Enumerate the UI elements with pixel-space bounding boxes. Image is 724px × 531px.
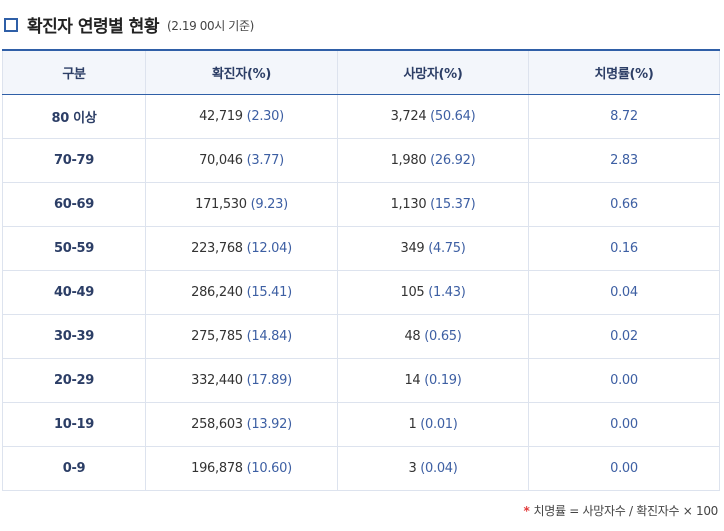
row-fatality-rate: 0.16 bbox=[528, 225, 720, 271]
row-deaths: 1,980 (26.92) bbox=[337, 137, 529, 183]
row-confirmed: 258,603 (13.92) bbox=[145, 401, 338, 447]
deaths-count: 3 bbox=[408, 460, 417, 476]
row-deaths: 3 (0.04) bbox=[337, 445, 529, 491]
deaths-count: 1 bbox=[408, 416, 417, 432]
row-confirmed: 223,768 (12.04) bbox=[145, 225, 338, 271]
table-row: 20-29 332,440 (17.89) 14 (0.19) 0.00 bbox=[2, 357, 720, 403]
row-age-group: 40-49 bbox=[2, 269, 146, 315]
confirmed-count: 196,878 bbox=[191, 460, 243, 476]
deaths-percent: (0.65) bbox=[424, 328, 462, 344]
row-confirmed: 332,440 (17.89) bbox=[145, 357, 338, 403]
row-deaths: 1,130 (15.37) bbox=[337, 181, 529, 227]
confirmed-percent: (2.30) bbox=[246, 108, 285, 124]
row-confirmed: 70,046 (3.77) bbox=[145, 137, 338, 183]
footnote-marker: * bbox=[523, 504, 530, 518]
row-age-group: 20-29 bbox=[2, 357, 146, 403]
row-confirmed: 275,785 (14.84) bbox=[145, 313, 338, 359]
deaths-percent: (15.37) bbox=[430, 196, 476, 212]
confirmed-count: 70,046 bbox=[199, 152, 243, 168]
row-age-group: 60-69 bbox=[2, 181, 146, 227]
confirmed-count: 286,240 bbox=[191, 284, 243, 300]
row-fatality-rate: 0.04 bbox=[528, 269, 720, 315]
row-fatality-rate: 0.00 bbox=[528, 445, 720, 491]
deaths-percent: (0.19) bbox=[424, 372, 462, 388]
confirmed-percent: (13.92) bbox=[246, 416, 293, 432]
table-header: 구분 확진자(%) 사망자(%) 치명률(%) bbox=[2, 49, 720, 95]
confirmed-percent: (14.84) bbox=[246, 328, 293, 344]
table-header-row: 구분 확진자(%) 사망자(%) 치명률(%) bbox=[2, 49, 720, 95]
deaths-percent: (4.75) bbox=[428, 240, 466, 256]
confirmed-count: 42,719 bbox=[199, 108, 243, 124]
column-header-fatality: 치명률(%) bbox=[528, 49, 720, 95]
row-fatality-rate: 0.66 bbox=[528, 181, 720, 227]
row-age-group: 70-79 bbox=[2, 137, 146, 183]
row-age-group: 80 이상 bbox=[2, 93, 146, 139]
row-deaths: 48 (0.65) bbox=[337, 313, 529, 359]
deaths-percent: (50.64) bbox=[430, 108, 476, 124]
confirmed-percent: (17.89) bbox=[246, 372, 293, 388]
section-header: 확진자 연령별 현황 (2.19 00시 기준) bbox=[4, 10, 254, 38]
deaths-percent: (0.04) bbox=[420, 460, 458, 476]
page-title: 확진자 연령별 현황 bbox=[27, 16, 159, 37]
row-deaths: 1 (0.01) bbox=[337, 401, 529, 447]
deaths-count: 1,980 bbox=[390, 152, 427, 168]
table-body: 80 이상 42,719 (2.30) 3,724 (50.64) 8.72 70-79… bbox=[2, 93, 720, 491]
confirmed-percent: (10.60) bbox=[246, 460, 293, 476]
age-stats-table-container: 구분 확진자(%) 사망자(%) 치명률(%) 80 이상 42,719 (2.3… bbox=[2, 49, 720, 491]
confirmed-percent: (15.41) bbox=[246, 284, 293, 300]
table-row: 80 이상 42,719 (2.30) 3,724 (50.64) 8.72 bbox=[2, 93, 720, 139]
row-confirmed: 42,719 (2.30) bbox=[145, 93, 338, 139]
page-subtitle: (2.19 00시 기준) bbox=[166, 18, 254, 33]
row-confirmed: 196,878 (10.60) bbox=[145, 445, 338, 491]
column-header-confirmed: 확진자(%) bbox=[145, 49, 338, 95]
row-fatality-rate: 2.83 bbox=[528, 137, 720, 183]
confirmed-count: 171,530 bbox=[195, 196, 247, 212]
confirmed-count: 332,440 bbox=[191, 372, 243, 388]
row-age-group: 50-59 bbox=[2, 225, 146, 271]
deaths-percent: (26.92) bbox=[430, 152, 476, 168]
deaths-count: 3,724 bbox=[390, 108, 427, 124]
deaths-percent: (1.43) bbox=[428, 284, 466, 300]
deaths-count: 105 bbox=[400, 284, 425, 300]
row-age-group: 30-39 bbox=[2, 313, 146, 359]
column-header-group: 구분 bbox=[2, 49, 146, 95]
row-confirmed: 171,530 (9.23) bbox=[145, 181, 338, 227]
footnote-text: 치명률 = 사망자수 / 확진자수 × 100 bbox=[533, 504, 719, 518]
row-deaths: 3,724 (50.64) bbox=[337, 93, 529, 139]
deaths-percent: (0.01) bbox=[420, 416, 458, 432]
deaths-count: 349 bbox=[400, 240, 425, 256]
table-row: 50-59 223,768 (12.04) 349 (4.75) 0.16 bbox=[2, 225, 720, 271]
footnote: * 치명률 = 사망자수 / 확진자수 × 100 bbox=[523, 502, 719, 519]
table-row: 0-9 196,878 (10.60) 3 (0.04) 0.00 bbox=[2, 445, 720, 491]
table-row: 10-19 258,603 (13.92) 1 (0.01) 0.00 bbox=[2, 401, 720, 447]
confirmed-percent: (9.23) bbox=[250, 196, 289, 212]
table-row: 70-79 70,046 (3.77) 1,980 (26.92) 2.83 bbox=[2, 137, 720, 183]
row-deaths: 105 (1.43) bbox=[337, 269, 529, 315]
confirmed-count: 223,768 bbox=[191, 240, 243, 256]
row-fatality-rate: 0.00 bbox=[528, 357, 720, 403]
row-fatality-rate: 0.02 bbox=[528, 313, 720, 359]
row-age-group: 0-9 bbox=[2, 445, 146, 491]
confirmed-count: 258,603 bbox=[191, 416, 243, 432]
row-deaths: 14 (0.19) bbox=[337, 357, 529, 403]
confirmed-percent: (12.04) bbox=[246, 240, 293, 256]
row-deaths: 349 (4.75) bbox=[337, 225, 529, 271]
table-row: 60-69 171,530 (9.23) 1,130 (15.37) 0.66 bbox=[2, 181, 720, 227]
row-fatality-rate: 0.00 bbox=[528, 401, 720, 447]
square-bullet-icon bbox=[4, 18, 18, 32]
deaths-count: 1,130 bbox=[390, 196, 427, 212]
confirmed-count: 275,785 bbox=[191, 328, 243, 344]
age-stats-table: 구분 확진자(%) 사망자(%) 치명률(%) 80 이상 42,719 (2.3… bbox=[2, 49, 720, 491]
confirmed-percent: (3.77) bbox=[246, 152, 285, 168]
column-header-deaths: 사망자(%) bbox=[337, 49, 529, 95]
row-confirmed: 286,240 (15.41) bbox=[145, 269, 338, 315]
row-age-group: 10-19 bbox=[2, 401, 146, 447]
row-fatality-rate: 8.72 bbox=[528, 93, 720, 139]
deaths-count: 14 bbox=[404, 372, 421, 388]
deaths-count: 48 bbox=[404, 328, 421, 344]
table-row: 40-49 286,240 (15.41) 105 (1.43) 0.04 bbox=[2, 269, 720, 315]
table-row: 30-39 275,785 (14.84) 48 (0.65) 0.02 bbox=[2, 313, 720, 359]
